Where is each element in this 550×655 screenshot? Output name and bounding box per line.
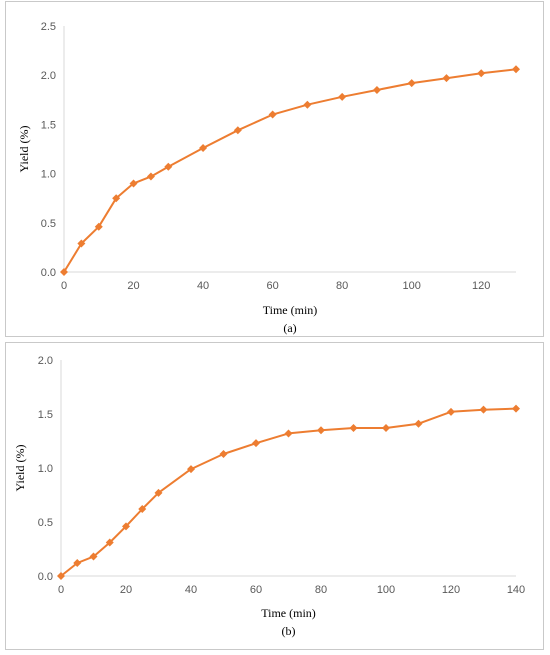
y-axis-title: Yield (%) (17, 126, 31, 173)
x-axis-title: Time (min) (261, 606, 316, 620)
data-point-marker (233, 126, 242, 135)
panel-caption: (b) (282, 624, 296, 638)
y-tick-label: 0.0 (38, 571, 53, 583)
data-point-marker (57, 572, 65, 580)
x-tick-label: 140 (507, 584, 525, 596)
y-tick-label: 0.5 (41, 218, 56, 230)
data-point-marker (146, 172, 155, 181)
x-tick-label: 0 (58, 584, 64, 596)
data-point-marker (94, 222, 103, 231)
y-tick-label: 2.0 (41, 70, 56, 82)
data-point-marker (317, 426, 325, 435)
y-axis-title: Yield (%) (13, 445, 27, 492)
y-tick-label: 0.0 (41, 267, 56, 279)
y-tick-label: 1.5 (41, 119, 56, 131)
chart-panel-a: 0.0 0.5 1.0 1.5 2.0 2.5 0 20 40 60 80 100 120 Time (m… (5, 1, 544, 337)
data-point-marker (164, 162, 173, 171)
data-point-marker (512, 65, 520, 74)
data-point-marker (349, 424, 358, 433)
x-tick-label: 100 (403, 280, 421, 292)
data-point-marker (138, 505, 147, 514)
data-point-marker (479, 405, 488, 414)
data-point-marker (105, 538, 114, 547)
chart-a-svg: 0.0 0.5 1.0 1.5 2.0 2.5 0 20 40 60 80 100 120 Time (m… (17, 21, 520, 335)
data-point-marker (477, 69, 486, 78)
series-line (60, 407, 517, 577)
x-tick-label: 60 (250, 584, 262, 596)
data-point-marker (77, 239, 86, 248)
x-tick-label: 120 (442, 584, 460, 596)
y-tick-label: 2.0 (38, 355, 53, 367)
x-axis-title: Time (min) (263, 303, 318, 317)
x-tick-label: 40 (197, 280, 209, 292)
y-tick-label: 1.5 (38, 409, 53, 421)
data-point-marker (154, 488, 163, 497)
data-point-marker (407, 79, 416, 88)
y-tick-label: 2.5 (41, 21, 56, 33)
data-point-marker (199, 144, 208, 153)
x-tick-label: 0 (61, 280, 67, 292)
x-tick-label: 60 (266, 280, 278, 292)
y-tick-label: 1.0 (38, 463, 53, 475)
chart-panel-b: 0.0 0.5 1.0 1.5 2.0 0 20 40 60 80 100 120 140 Time (m… (5, 342, 544, 650)
series-line (63, 68, 517, 273)
data-point-marker (89, 552, 98, 561)
data-point-marker (268, 110, 277, 119)
x-tick-label: 80 (315, 584, 327, 596)
panel-caption: (a) (283, 321, 296, 335)
data-point-marker (447, 407, 455, 416)
x-tick-label: 20 (120, 584, 132, 596)
data-point-marker (129, 179, 138, 188)
y-tick-label: 1.0 (41, 169, 56, 181)
data-point-marker (73, 559, 82, 568)
data-point-marker (338, 92, 347, 101)
data-point-marker (303, 100, 312, 109)
data-point-marker (442, 74, 451, 83)
x-tick-label: 100 (377, 584, 395, 596)
data-point-marker (284, 429, 293, 438)
data-point-marker (512, 404, 520, 413)
data-point-marker (187, 465, 195, 474)
data-point-marker (252, 439, 260, 448)
data-point-marker (414, 419, 423, 428)
data-point-marker (219, 449, 228, 458)
x-tick-label: 120 (472, 280, 490, 292)
data-point-marker (60, 268, 68, 276)
chart-b-svg: 0.0 0.5 1.0 1.5 2.0 0 20 40 60 80 100 120 140 Time (m… (13, 355, 525, 638)
data-point-marker (382, 424, 390, 433)
x-tick-label: 80 (336, 280, 348, 292)
data-point-marker (122, 522, 130, 531)
y-tick-label: 0.5 (38, 517, 53, 529)
x-tick-label: 20 (127, 280, 139, 292)
data-point-marker (372, 85, 381, 94)
x-tick-label: 40 (185, 584, 197, 596)
data-point-marker (112, 194, 121, 203)
